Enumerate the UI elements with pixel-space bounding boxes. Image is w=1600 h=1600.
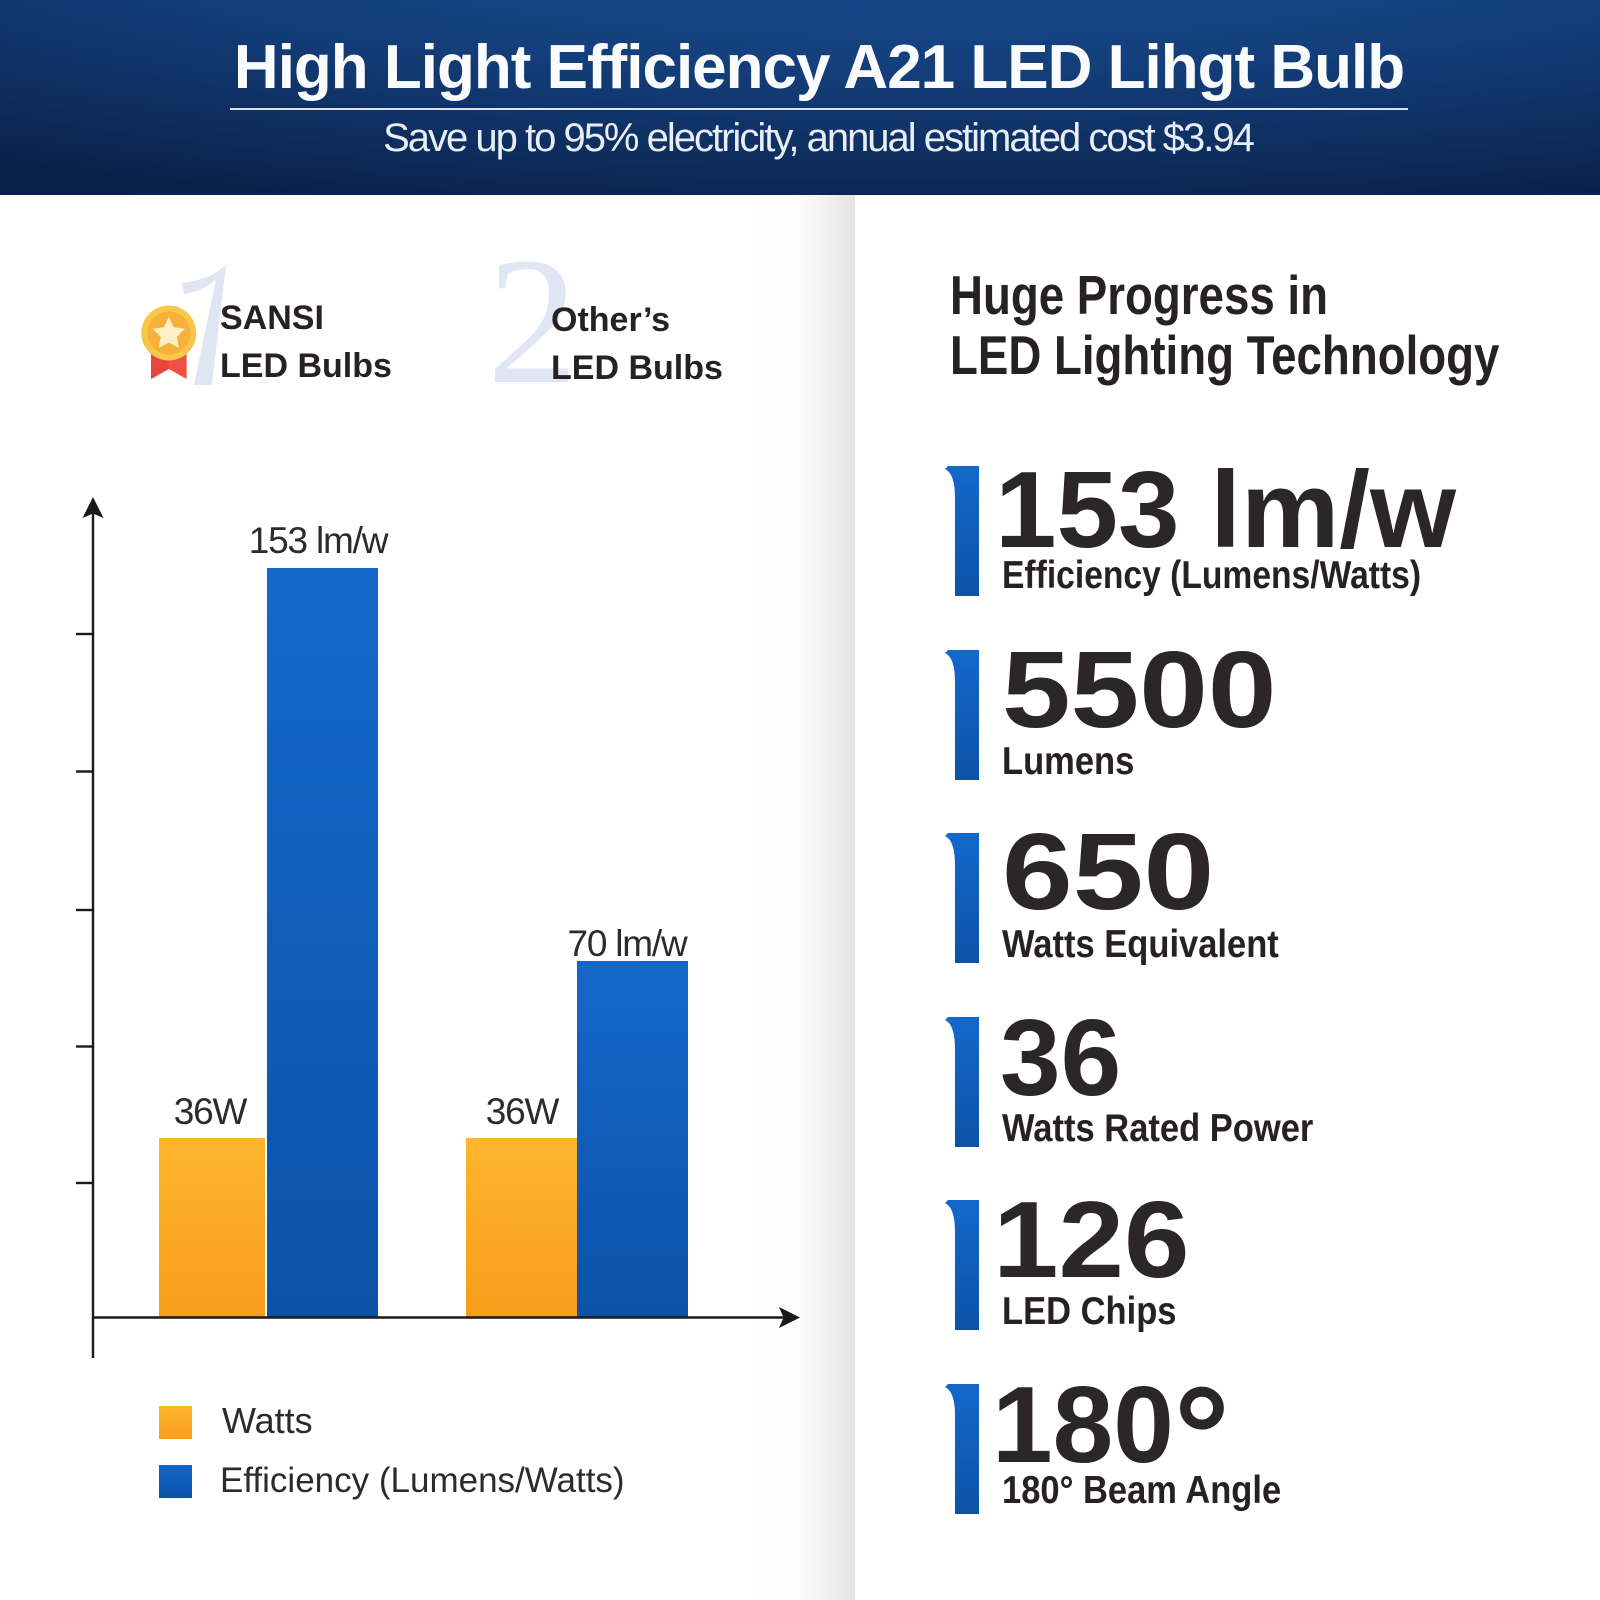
svg-text:153 lm/w: 153 lm/w [249, 520, 389, 561]
svg-text:70 lm/w: 70 lm/w [567, 923, 688, 964]
svg-text:36W: 36W [486, 1091, 560, 1132]
svg-text:36W: 36W [174, 1091, 248, 1132]
